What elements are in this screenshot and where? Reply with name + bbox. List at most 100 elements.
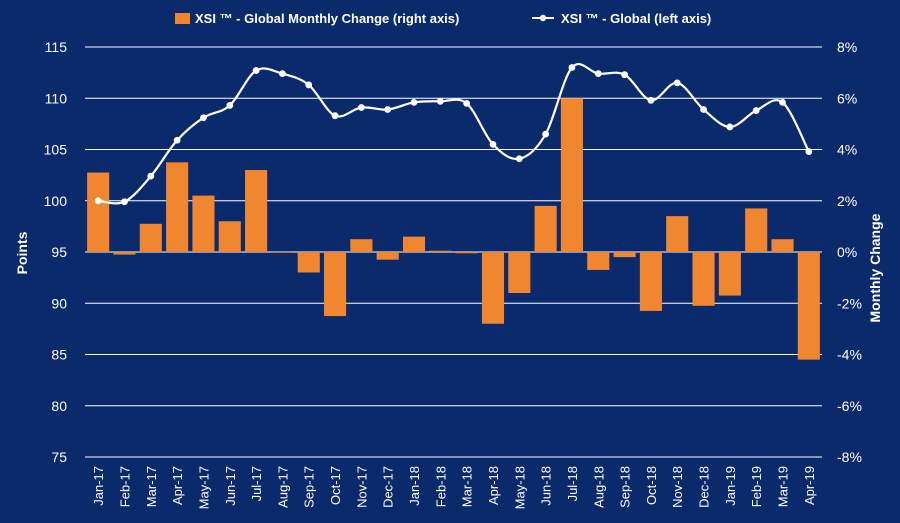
bar (87, 172, 110, 252)
bar (718, 252, 741, 296)
bar (297, 252, 320, 273)
x-tick-label: Sep-17 (302, 466, 317, 508)
bar (639, 252, 662, 311)
x-tick-label: Feb-18 (433, 466, 448, 507)
left-tick-label: 115 (45, 39, 68, 55)
bar (481, 252, 505, 324)
line-point (621, 71, 628, 79)
left-tick-label: 110 (45, 90, 68, 106)
line-point (252, 67, 260, 74)
x-tick-label: May-18 (512, 466, 527, 509)
left-tick-label: 85 (51, 347, 67, 363)
legend-bar-label: XSI ™ - Global Monthly Change (right axi… (195, 11, 459, 26)
bar (166, 162, 189, 252)
bar (692, 252, 715, 306)
right-tick-label: -8% (837, 449, 862, 465)
right-axis-title: Monthly Change (867, 213, 883, 322)
line-point (94, 197, 102, 205)
line-point (779, 98, 786, 106)
right-tick-label: 0% (837, 244, 857, 260)
bar (323, 252, 347, 317)
right-tick-label: 4% (837, 142, 857, 158)
bar (587, 252, 610, 270)
x-tick-label: Aug-18 (591, 466, 606, 508)
bar (666, 216, 689, 252)
x-tick-label: Nov-18 (670, 466, 685, 508)
line-point (594, 70, 602, 78)
bar (376, 252, 399, 260)
x-tick-label: Jan-19 (723, 466, 738, 506)
x-tick-label: Oct-17 (328, 466, 343, 505)
bar (271, 252, 294, 253)
left-axis-ticks: 75 80 85 90 95 100 105 110 115 (44, 39, 68, 465)
x-tick-label: Jun-17 (223, 466, 238, 506)
bar (745, 208, 768, 252)
line-point (515, 155, 523, 163)
bar (771, 239, 794, 252)
x-tick-label: Dec-17 (381, 466, 396, 508)
x-tick-label: Oct-18 (644, 466, 659, 505)
line-point (542, 130, 550, 138)
line-point (752, 107, 760, 114)
right-tick-label: 6% (837, 90, 857, 106)
right-tick-label: 8% (837, 39, 857, 55)
line-point (673, 79, 681, 87)
legend: XSI ™ - Global Monthly Change (right axi… (175, 11, 711, 26)
line-point (647, 96, 655, 104)
line-point (489, 140, 497, 148)
x-tick-label: Jan-17 (91, 466, 106, 506)
x-tick-label: Mar-18 (460, 466, 475, 507)
left-tick-label: 80 (51, 398, 67, 414)
line-point (200, 114, 207, 122)
bar (218, 221, 241, 252)
left-tick-label: 105 (44, 142, 68, 158)
x-tick-label: Nov-17 (354, 466, 369, 508)
x-tick-label: Apr-19 (802, 466, 817, 505)
legend-bar-swatch (175, 13, 190, 24)
left-tick-label: 95 (51, 244, 67, 260)
legend-line-label: XSI ™ - Global (left axis) (561, 11, 711, 26)
legend-line-marker (539, 14, 547, 22)
bar (797, 252, 820, 360)
line-point (305, 81, 313, 89)
line-point (357, 104, 365, 111)
line-point (463, 99, 471, 107)
bar (534, 205, 557, 252)
line-point (173, 136, 181, 144)
line-point (147, 172, 155, 180)
line-point (726, 123, 734, 131)
x-tick-label: Jul-18 (565, 466, 580, 501)
right-tick-label: -6% (837, 398, 862, 414)
line-series (94, 62, 813, 206)
right-tick-label: 2% (837, 193, 857, 209)
x-tick-label: Jun-18 (539, 466, 554, 506)
line-point (436, 97, 444, 105)
bar (560, 98, 584, 252)
x-tick-label: Jan-18 (407, 466, 422, 506)
bar (245, 170, 268, 252)
x-axis-ticks: Jan-17 Feb-17 Mar-17 Apr-17 May-17 Jun-17 Jul-… (91, 466, 817, 509)
x-tick-label: Feb-19 (749, 466, 764, 507)
line-point (121, 198, 128, 206)
bar (429, 250, 452, 252)
x-tick-label: May-17 (196, 466, 211, 509)
right-axis-ticks: -8% -6% -4% -2% 0% 2% 4% 6% 8% (837, 39, 862, 465)
left-tick-label: 75 (51, 449, 67, 465)
line-point (410, 98, 418, 106)
line-point (279, 70, 286, 78)
bar (139, 223, 162, 252)
line-point (568, 64, 576, 71)
x-tick-label: Mar-19 (776, 466, 791, 507)
line-point (331, 112, 339, 120)
x-tick-label: Aug-17 (275, 466, 290, 508)
left-axis-title: Points (14, 231, 30, 274)
right-tick-label: -4% (837, 347, 862, 363)
bar (350, 239, 373, 252)
x-tick-label: Apr-18 (486, 466, 501, 505)
bar (402, 236, 426, 252)
x-tick-label: Feb-17 (117, 466, 132, 507)
bar-series (87, 98, 820, 360)
bar (192, 195, 215, 252)
